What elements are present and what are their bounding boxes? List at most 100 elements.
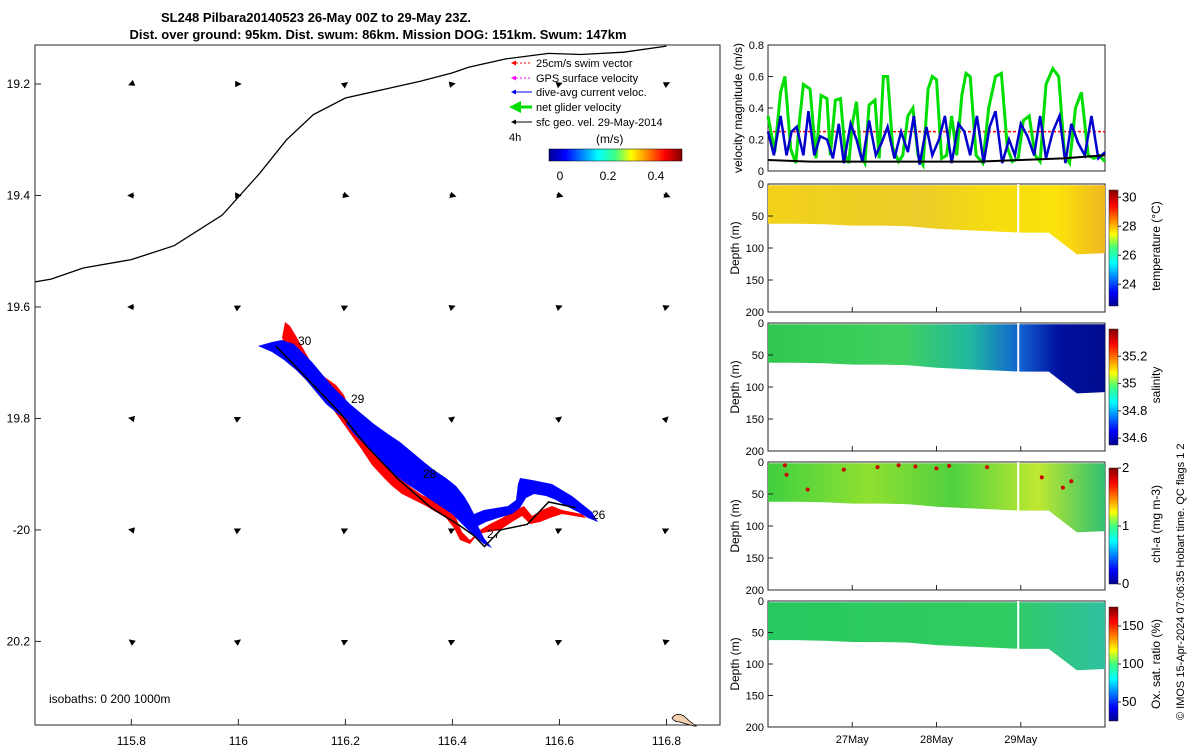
map-x-tick-label: 116.4 [438, 734, 467, 748]
chla-point [782, 463, 787, 468]
colorbar-tick-label: 35.2 [1122, 348, 1147, 363]
section-y-tick-label: 150 [746, 691, 764, 703]
legend-swim-vector: 25cm/s swim vector [536, 58, 633, 70]
map-y-ticks: 19.2 19.4 19.6 19.8 -20 20.2 [7, 77, 41, 648]
chla-point [1039, 475, 1044, 480]
section-colorbar [1108, 606, 1119, 722]
velocity-ylabel: velocity magnitude (m/s) [731, 43, 745, 173]
speed-colorbar [548, 148, 683, 162]
vector-arrow [662, 82, 671, 89]
salinity-panel: 0 50 100 150 200 Depth (m) 34.6 34.8 35 35.2 [728, 318, 1147, 458]
vector-arrow [128, 639, 136, 646]
colorbar-tick-label: 24 [1122, 276, 1136, 291]
section-ylabel: Depth (m) [728, 499, 742, 552]
map-y-tick-label: 19.2 [7, 77, 31, 91]
vector-arrow [340, 305, 349, 312]
vector-arrow [340, 528, 349, 535]
legend-geo-velocity: sfc geo. vel. 29-May-2014 [536, 117, 663, 129]
colorbar-tick-label: 34.8 [1122, 403, 1147, 418]
vector-arrow [447, 528, 456, 535]
section-y-tick-label: 100 [746, 243, 764, 255]
salinity-cb-label: salinity [1149, 367, 1163, 404]
chla-point [784, 472, 789, 477]
vector-arrow [662, 639, 670, 646]
colorbar-tick-label: 26 [1122, 247, 1136, 262]
legend-interval: 4h [509, 132, 521, 144]
vector-arrow [554, 640, 563, 646]
vector-arrow [448, 305, 456, 312]
coastline [671, 714, 698, 727]
chla-point [875, 465, 880, 470]
isobaths-label: isobaths: 0 200 1000m [49, 692, 170, 706]
blue-current-swath [258, 340, 598, 548]
section-colorbar [1108, 189, 1119, 307]
section-y-tick-label: 0 [758, 457, 764, 469]
vector-arrow [128, 527, 136, 534]
map-title-line1: SL248 Pilbara20140523 26-May 00Z to 29-M… [161, 10, 471, 25]
map-y-tick-label: -20 [13, 523, 31, 537]
vector-arrow [662, 305, 670, 312]
section-y-tick-label: 50 [752, 350, 764, 362]
map-x-tick-label: 116.2 [331, 734, 360, 748]
map-y-tick-label: 19.4 [7, 188, 31, 202]
vector-arrow [661, 416, 669, 424]
velocity-axes-box [767, 44, 1106, 172]
colorbar-tick-label: 28 [1122, 218, 1136, 233]
section-y-tick-label: 200 [746, 585, 764, 597]
day-label-27: 27 [487, 527, 501, 541]
vector-arrow [555, 82, 563, 89]
section-y-tick-label: 100 [746, 521, 764, 533]
chla-point [947, 463, 952, 468]
chla-point [1069, 479, 1074, 484]
map-x-tick-label: 116 [229, 734, 248, 748]
colorbar-tick-0: 0 [557, 169, 564, 183]
map-x-tick-label: 116.6 [545, 734, 574, 748]
section-ylabel: Depth (m) [728, 221, 742, 274]
section-data-fill [768, 463, 1105, 533]
vector-arrow [555, 305, 563, 312]
chla-point [841, 467, 846, 472]
section-colorbar [1108, 328, 1119, 446]
chla-point [985, 465, 990, 470]
time-tick-label: 27May [836, 734, 870, 746]
map-y-tick-label: 20.2 [7, 634, 31, 648]
section-y-tick-label: 0 [758, 179, 764, 191]
vector-arrow [340, 640, 349, 646]
vector-arrow [233, 528, 242, 535]
map-x-tick-label: 116.8 [652, 734, 681, 748]
isobath-line [34, 45, 667, 283]
velocity-y-tick-label: 0 [758, 166, 764, 178]
legend-net-velocity: net glider velocity [536, 102, 621, 114]
velocity-panel: 0 0.2 0.4 0.6 0.8 velocity magnitude (m/s) [731, 40, 1107, 178]
section-y-tick-label: 100 [746, 659, 764, 671]
day-label-28: 28 [423, 467, 437, 481]
section-y-tick-label: 150 [746, 275, 764, 287]
velocity-y-ticks: 0 0.2 0.4 0.6 0.8 [749, 40, 773, 178]
section-y-tick-label: 50 [752, 489, 764, 501]
chla-point [896, 463, 901, 468]
colorbar-tick-label: 2 [1122, 460, 1129, 475]
colorbar-tick-2: 0.4 [648, 169, 665, 183]
vector-arrow [233, 417, 242, 423]
map-axes-box [34, 44, 721, 726]
section-colorbar [1108, 467, 1119, 585]
section-y-tick-label: 0 [758, 318, 764, 330]
vector-arrow [233, 639, 241, 646]
section-y-tick-label: 150 [746, 553, 764, 565]
vector-arrow [661, 528, 670, 535]
chla-cb-label: chl-a (mg m-3) [1149, 485, 1163, 563]
vector-arrow [663, 191, 671, 198]
chla-point [1060, 485, 1065, 490]
vector-field [127, 79, 671, 646]
colorbar-tick-label: 150 [1122, 618, 1144, 633]
legend-current: dive-avg current veloc. [536, 87, 647, 99]
vector-arrow [556, 191, 564, 198]
oxygen-panel: 0 50 100 150 200 Depth (m) 50 100 150 [728, 596, 1144, 734]
map-y-tick-label: 19.6 [7, 300, 31, 314]
map-legend: 25cm/s swim vector GPS surface velocity … [509, 58, 683, 183]
copyright: © IMOS 15-Apr-2024 07:06:35 Hobart time.… [1175, 443, 1187, 720]
temperature-panel: 0 50 100 150 200 Depth (m) 24 26 28 30 [728, 179, 1136, 319]
colorbar-tick-label: 50 [1122, 694, 1136, 709]
colorbar-tick-label: 35 [1122, 376, 1136, 391]
